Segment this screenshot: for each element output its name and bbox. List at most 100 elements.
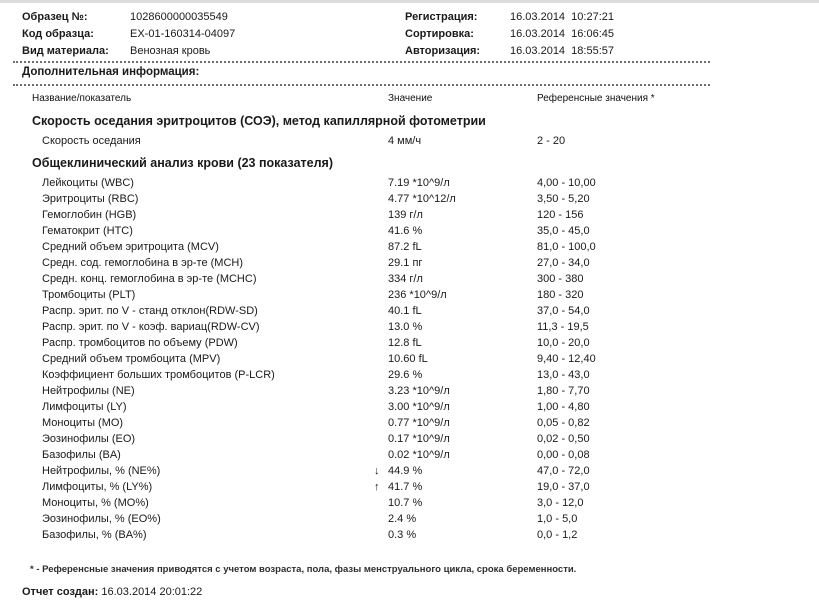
row-reference: 0,00 - 0,08: [537, 449, 590, 461]
table-row: Средний объем эритроцита (MCV) 87.2 fL 81,…: [22, 239, 802, 255]
row-reference: 2 - 20: [537, 135, 566, 147]
section-rows: Скорость оседания 4 мм/ч 2 - 20: [22, 133, 802, 149]
table-row: Эозинофилы (EO) 0.17 *10^9/л 0,02 - 0,50: [22, 431, 802, 447]
row-value: 7.19 *10^9/л: [388, 175, 537, 191]
row-value: 87.2 fL: [388, 239, 537, 255]
row-reference: 35,0 - 45,0: [537, 225, 590, 237]
table-row: Лейкоциты (WBC) 7.19 *10^9/л 4,00 - 10,00: [22, 175, 802, 191]
section-title: Скорость оседания эритроцитов (СОЭ), мет…: [32, 114, 486, 128]
results-table: Название/показатель Значение Референсные…: [22, 90, 802, 545]
timestamps-block: Регистрация: 16.03.2014 10:27:21 Сортировк…: [405, 9, 614, 60]
table-row: Эозинофилы, % (EO%) 2.4 % 1,0 - 5,0: [22, 511, 802, 527]
row-value: 2.4 %: [388, 511, 537, 527]
table-row: Нейтрофилы (NE) 3.23 *10^9/л 1,80 - 7,70: [22, 383, 802, 399]
row-name: Моноциты, % (MO%): [42, 497, 149, 509]
header-value: 1028600000035549: [130, 11, 228, 23]
row-name: Лейкоциты (WBC): [42, 177, 134, 189]
row-name: Средний объем тромбоцита (MPV): [42, 353, 221, 365]
header-label: Образец №:: [22, 11, 88, 23]
row-reference: 9,40 - 12,40: [537, 353, 596, 365]
row-reference: 1,00 - 4,80: [537, 401, 590, 413]
row-reference: 0,02 - 0,50: [537, 433, 590, 445]
out-of-range-arrow-icon: ↑: [374, 481, 380, 493]
row-name: Скорость оседания: [42, 135, 141, 147]
table-row: Коэффициент больших тромбоцитов (P-LCR) 2…: [22, 367, 802, 383]
row-reference: 1,80 - 7,70: [537, 385, 590, 397]
row-value: 0.17 *10^9/л: [388, 431, 537, 447]
row-reference: 13,0 - 43,0: [537, 369, 590, 381]
report-created-line: Отчет создан: 16.03.2014 20:01:22: [22, 586, 202, 598]
row-reference: 180 - 320: [537, 289, 584, 301]
table-row: Средний объем тромбоцита (MPV) 10.60 fL 9,…: [22, 351, 802, 367]
additional-info-separator: [13, 84, 710, 86]
row-reference: 1,0 - 5,0: [537, 513, 578, 525]
header-label: Сортировка:: [405, 28, 474, 40]
report-created-label: Отчет создан:: [22, 586, 99, 598]
column-header-name: Название/показатель: [32, 93, 132, 104]
row-value: 12.8 fL: [388, 335, 537, 351]
reference-footnote: * - Референсные значения приводятся с уч…: [30, 564, 577, 575]
row-name: Распр. тромбоцитов по объему (PDW): [42, 337, 238, 349]
row-value: 4.77 *10^12/л: [388, 191, 537, 207]
header-value: EX-01-160314-04097: [130, 28, 236, 40]
row-value: 4 мм/ч: [388, 133, 537, 149]
row-reference: 3,50 - 5,20: [537, 193, 590, 205]
row-reference: 37,0 - 54,0: [537, 305, 590, 317]
row-reference: 120 - 156: [537, 209, 584, 221]
row-value: 10.60 fL: [388, 351, 537, 367]
table-row: Тромбоциты (PLT) 236 *10^9/л 180 - 320: [22, 287, 802, 303]
row-name: Эозинофилы (EO): [42, 433, 136, 445]
row-name: Коэффициент больших тромбоцитов (P-LCR): [42, 369, 275, 381]
row-value-text: 3.00 *10^9/л: [388, 401, 450, 413]
row-name: Средний объем эритроцита (MCV): [42, 241, 219, 253]
column-header-value: Значение: [388, 93, 433, 104]
row-value-text: 236 *10^9/л: [388, 289, 447, 301]
header-row: Сортировка: 16.03.2014 16:06:45: [405, 26, 614, 43]
table-row: Нейтрофилы, % (NE%) ↓ 44.9 % 47,0 - 72,0: [22, 463, 802, 479]
row-reference: 0,05 - 0,82: [537, 417, 590, 429]
row-value-text: 40.1 fL: [388, 305, 422, 317]
table-row: Распр. эрит. по V - станд отклон(RDW-SD)…: [22, 303, 802, 319]
section-rows: Лейкоциты (WBC) 7.19 *10^9/л 4,00 - 10,00 Э…: [22, 175, 802, 543]
table-row: Базофилы (BA) 0.02 *10^9/л 0,00 - 0,08: [22, 447, 802, 463]
row-value: ↑ 41.7 %: [374, 479, 537, 495]
row-value-text: 0.17 *10^9/л: [388, 433, 450, 445]
row-value-text: 29.1 пг: [388, 257, 423, 269]
table-row: Базофилы, % (BA%) 0.3 % 0,0 - 1,2: [22, 527, 802, 543]
table-header-row: Название/показатель Значение Референсные…: [22, 90, 802, 107]
row-name: Распр. эрит. по V - коэф. вариац(RDW-CV): [42, 321, 260, 333]
row-name: Тромбоциты (PLT): [42, 289, 136, 301]
table-row: Моноциты, % (MO%) 10.7 % 3,0 - 12,0: [22, 495, 802, 511]
report-created-value: 16.03.2014 20:01:22: [98, 586, 203, 598]
row-value: 3.00 *10^9/л: [388, 399, 537, 415]
row-reference: 47,0 - 72,0: [537, 465, 590, 477]
table-row: Эритроциты (RBC) 4.77 *10^12/л 3,50 - 5,20: [22, 191, 802, 207]
additional-info-label: Дополнительная информация:: [22, 66, 200, 78]
row-value-text: 0.02 *10^9/л: [388, 449, 450, 461]
row-value-text: 41.6 %: [388, 225, 423, 237]
row-value-text: 44.9 %: [388, 465, 423, 477]
out-of-range-arrow-icon: ↓: [374, 465, 380, 477]
table-row: Моноциты (MO) 0.77 *10^9/л 0,05 - 0,82: [22, 415, 802, 431]
sample-info-block: Образец №: 1028600000035549 Код образца: EX…: [22, 9, 235, 60]
table-row: Лимфоциты (LY) 3.00 *10^9/л 1,00 - 4,80: [22, 399, 802, 415]
row-name: Нейтрофилы, % (NE%): [42, 465, 161, 477]
row-value: 236 *10^9/л: [388, 287, 537, 303]
row-name: Распр. эрит. по V - станд отклон(RDW-SD): [42, 305, 258, 317]
table-row: Скорость оседания 4 мм/ч 2 - 20: [22, 133, 802, 149]
row-reference: 300 - 380: [537, 273, 584, 285]
row-name: Средн. конц. гемоглобина в эр-те (MCHC): [42, 273, 257, 285]
row-value: 0.77 *10^9/л: [388, 415, 537, 431]
row-value: 334 г/л: [388, 271, 537, 287]
header-value: 16.03.2014 18:55:57: [510, 45, 614, 57]
row-value-text: 10.60 fL: [388, 353, 428, 365]
row-name: Моноциты (MO): [42, 417, 124, 429]
row-value: 13.0 %: [388, 319, 537, 335]
row-reference: 81,0 - 100,0: [537, 241, 596, 253]
row-name: Базофилы, % (BA%): [42, 529, 147, 541]
header-row: Регистрация: 16.03.2014 10:27:21: [405, 9, 614, 26]
row-name: Гемоглобин (HGB): [42, 209, 137, 221]
row-value-text: 7.19 *10^9/л: [388, 177, 450, 189]
table-row: Распр. эрит. по V - коэф. вариац(RDW-CV)…: [22, 319, 802, 335]
